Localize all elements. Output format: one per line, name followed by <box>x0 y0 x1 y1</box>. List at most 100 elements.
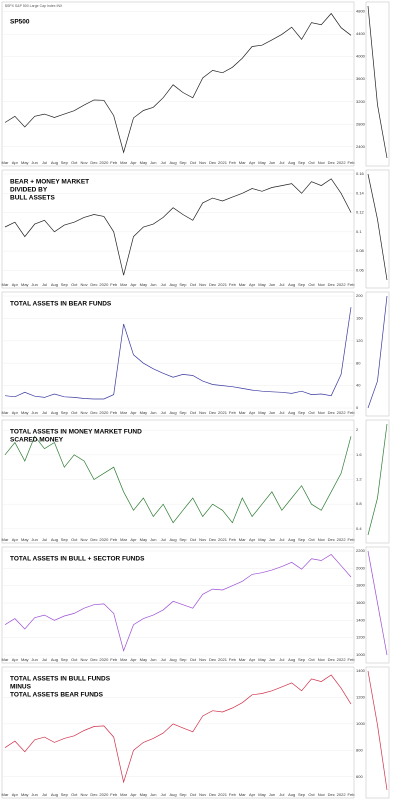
x-tick-label: Sep <box>298 537 306 542</box>
x-tick-label: Jun <box>150 160 156 165</box>
x-tick-label: Sep <box>61 282 69 287</box>
x-tick-label: Apr <box>130 410 137 415</box>
chart-title: SCARED MONEY <box>10 437 64 444</box>
x-tick-label: Sep <box>179 537 187 542</box>
x-tick-label: Mar <box>120 537 128 542</box>
x-tick-label: Oct <box>308 792 315 797</box>
x-tick-label: Mar <box>2 410 10 415</box>
x-tick-label: Jul <box>161 160 166 165</box>
x-tick-label: Oct <box>190 537 197 542</box>
x-tick-label: 2021 <box>218 657 228 662</box>
x-tick-label: Apr <box>249 410 256 415</box>
x-tick-label: Mar <box>239 657 247 662</box>
chart-title: TOTAL ASSETS IN BULL FUNDS <box>10 676 111 683</box>
x-tick-label: Jul <box>279 792 284 797</box>
panel-frame <box>1 546 355 664</box>
x-tick-label: Jul <box>42 160 47 165</box>
x-tick-label: 2022 <box>337 282 347 287</box>
y-tick-label: 1600 <box>356 600 366 605</box>
x-tick-label: Apr <box>249 282 256 287</box>
zoom-line <box>367 670 388 791</box>
zoom-frame <box>365 1 390 167</box>
y-tick-label: 0.12 <box>356 210 365 215</box>
x-tick-label: Apr <box>249 160 256 165</box>
x-tick-label: Dec <box>90 410 97 415</box>
x-tick-label: Nov <box>81 410 88 415</box>
x-tick-label: Nov <box>81 537 88 542</box>
x-tick-label: Aug <box>288 537 295 542</box>
x-tick-label: Jul <box>161 537 166 542</box>
x-tick-label: Jun <box>269 160 275 165</box>
y-tick-label: 0.06 <box>356 267 365 272</box>
x-tick-label: Oct <box>71 537 78 542</box>
x-tick-label: Feb <box>229 282 237 287</box>
x-tick-label: Sep <box>61 410 69 415</box>
x-tick-label: Apr <box>12 282 19 287</box>
y-tick-label: 1800 <box>356 583 366 588</box>
x-tick-label: Dec <box>90 792 97 797</box>
x-tick-label: Sep <box>298 282 306 287</box>
x-tick-label: 2022 <box>337 410 347 415</box>
x-tick-label: May <box>258 410 266 415</box>
x-tick-label: Dec <box>209 792 216 797</box>
panel-frame <box>1 666 355 799</box>
x-tick-label: Jul <box>161 657 166 662</box>
x-tick-label: May <box>140 657 148 662</box>
x-tick-label: Apr <box>249 792 256 797</box>
x-tick-label: Jul <box>42 537 47 542</box>
y-tick-label: 800 <box>356 747 363 752</box>
x-tick-label: May <box>21 160 29 165</box>
x-tick-label: Mar <box>120 792 128 797</box>
x-tick-label: Aug <box>288 410 295 415</box>
x-tick-label: Nov <box>81 282 88 287</box>
x-tick-label: Dec <box>209 537 216 542</box>
x-tick-label: Mar <box>239 410 247 415</box>
y-tick-label: 2400 <box>356 144 366 149</box>
x-tick-label: Nov <box>199 657 206 662</box>
x-tick-label: Aug <box>51 537 58 542</box>
chart-title: TOTAL ASSETS IN MONEY MARKET FUND <box>10 429 142 436</box>
y-tick-label: 1200 <box>356 695 366 700</box>
x-tick-label: Aug <box>51 792 58 797</box>
x-tick-label: Nov <box>318 410 325 415</box>
x-tick-label: Oct <box>71 160 78 165</box>
x-tick-label: Dec <box>209 160 216 165</box>
x-tick-label: Oct <box>71 282 78 287</box>
x-tick-label: Jul <box>42 792 47 797</box>
x-tick-label: Feb <box>110 792 118 797</box>
chart-title: TOTAL ASSETS IN BULL + SECTOR FUNDS <box>10 556 145 563</box>
x-tick-label: Sep <box>61 657 69 662</box>
x-tick-label: Sep <box>298 657 306 662</box>
x-tick-label: Sep <box>61 160 69 165</box>
x-tick-label: Feb <box>229 657 237 662</box>
x-tick-label: Nov <box>318 282 325 287</box>
x-tick-label: Feb <box>229 792 237 797</box>
x-tick-label: Feb <box>110 537 118 542</box>
x-tick-label: Oct <box>190 792 197 797</box>
x-tick-label: Aug <box>169 792 176 797</box>
zoom-frame <box>365 546 390 664</box>
x-tick-label: Aug <box>169 657 176 662</box>
x-tick-label: Sep <box>298 160 306 165</box>
x-tick-label: Mar <box>2 160 10 165</box>
x-tick-label: Feb <box>229 537 237 542</box>
x-tick-label: Feb <box>348 537 356 542</box>
x-tick-label: 2022 <box>337 792 347 797</box>
x-tick-label: Jun <box>269 282 275 287</box>
x-tick-label: Nov <box>81 657 88 662</box>
x-tick-label: Apr <box>130 282 137 287</box>
x-tick-label: Dec <box>328 282 335 287</box>
x-tick-label: Sep <box>61 537 69 542</box>
x-tick-label: Jun <box>31 537 37 542</box>
x-tick-label: May <box>21 792 29 797</box>
x-tick-label: Apr <box>130 537 137 542</box>
panel-frame <box>1 169 355 289</box>
panel-frame <box>1 419 355 544</box>
x-tick-label: Dec <box>328 657 335 662</box>
x-tick-label: Jun <box>31 410 37 415</box>
y-tick-label: 3200 <box>356 99 366 104</box>
x-tick-label: Feb <box>348 410 356 415</box>
x-tick-label: Dec <box>328 792 335 797</box>
zoom-line <box>367 295 388 409</box>
x-tick-label: Apr <box>130 792 137 797</box>
